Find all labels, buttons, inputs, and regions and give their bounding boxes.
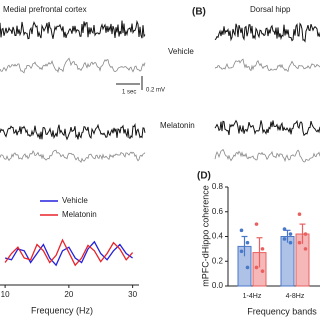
- data-point: [288, 240, 293, 245]
- data-point: [245, 265, 250, 270]
- bar: [280, 236, 295, 287]
- legend-label: Vehicle: [62, 196, 88, 205]
- data-point: [254, 265, 259, 270]
- x-tick-label: 1-4Hz: [243, 293, 262, 300]
- panel-title: Medial prefrontal cortex: [3, 5, 87, 14]
- y-tick-label: 0.4: [212, 232, 224, 241]
- data-point: [297, 212, 302, 217]
- eeg-traces: [0, 19, 320, 164]
- panel-label: (D): [197, 171, 211, 182]
- y-tick-label: 0.0: [212, 281, 224, 290]
- data-point: [282, 237, 287, 241]
- series-line: [4, 238, 134, 267]
- data-point: [260, 269, 265, 273]
- data-point: [288, 232, 293, 236]
- condition-label: Vehicle: [168, 47, 194, 56]
- data-point: [297, 240, 302, 245]
- legend-label: Melatonin: [62, 210, 97, 219]
- x-tick-label: 4-8Hz: [286, 293, 305, 300]
- y-tick-label: 0.2: [212, 256, 224, 265]
- eeg-trace: [214, 58, 320, 73]
- panel-label: (B): [192, 7, 206, 18]
- data-point: [239, 228, 244, 233]
- data-point: [245, 240, 250, 245]
- data-point: [254, 222, 259, 226]
- condition-label: Melatonin: [160, 121, 195, 130]
- scale-label: 0.2 mV: [146, 88, 165, 94]
- data-point: [239, 249, 244, 254]
- eeg-trace: [214, 22, 320, 43]
- x-tick-label: 20: [64, 290, 73, 299]
- scale-label: 1 sec: [122, 90, 136, 96]
- y-tick-label: 0.6: [212, 207, 224, 216]
- y-axis-title: mPFC-dHippo coherence: [200, 185, 210, 287]
- y-tick-label: 0.8: [212, 182, 224, 191]
- data-point: [282, 227, 287, 231]
- panel-title: Dorsal hipp: [250, 5, 291, 14]
- eeg-trace: [0, 122, 146, 141]
- eeg-trace: [214, 119, 320, 137]
- eeg-trace: [214, 148, 320, 163]
- x-axis-title: Frequency (Hz): [31, 305, 93, 315]
- eeg-trace: [0, 149, 146, 164]
- x-tick-label: 10: [1, 290, 10, 299]
- data-point: [303, 232, 308, 236]
- data-point: [260, 247, 265, 251]
- eeg-trace: [0, 19, 146, 40]
- series-line: [4, 240, 133, 267]
- x-tick-label: 30: [128, 290, 137, 299]
- data-point: [303, 247, 308, 251]
- eeg-trace: [0, 57, 146, 74]
- x-axis-title: Frequency bands: [247, 306, 317, 316]
